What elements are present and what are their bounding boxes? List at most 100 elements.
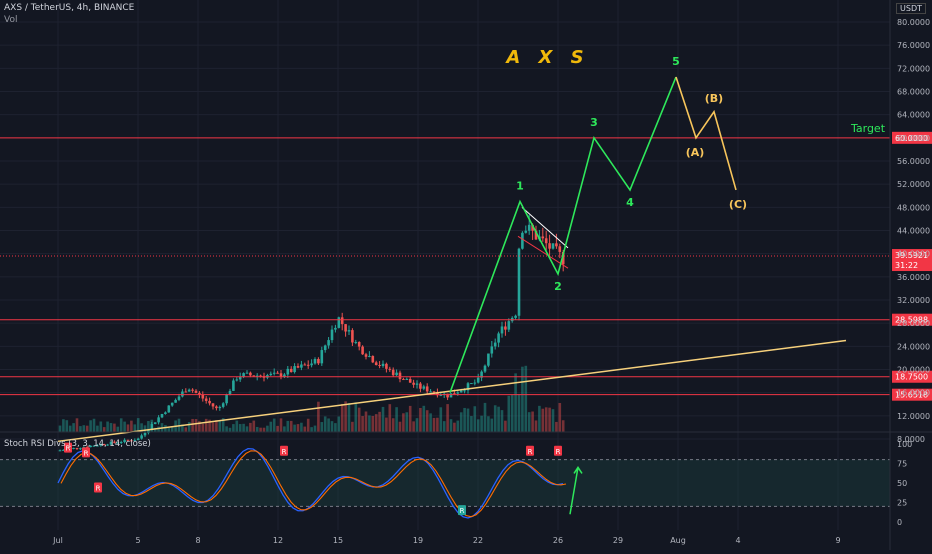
stoch-tick-label: 50 bbox=[897, 479, 907, 488]
volume-bar bbox=[405, 412, 409, 432]
volume-bar bbox=[296, 424, 300, 432]
wave-label: 1 bbox=[516, 180, 524, 193]
price-tick-label: 24.0000 bbox=[897, 342, 930, 351]
volume-bar bbox=[215, 420, 218, 432]
candle-body bbox=[453, 393, 456, 395]
date-tick-label: 29 bbox=[613, 536, 623, 545]
candle-body bbox=[167, 405, 171, 413]
volume-bar bbox=[500, 410, 504, 432]
currency-badge[interactable]: USDT bbox=[896, 3, 926, 14]
candle-body bbox=[126, 439, 130, 441]
volume-bar bbox=[221, 418, 225, 432]
price-tick-label: 40.0000 bbox=[897, 250, 930, 259]
candle-body bbox=[153, 422, 157, 425]
candle-body bbox=[493, 342, 497, 347]
wave-label: (B) bbox=[705, 92, 723, 105]
volume-bar bbox=[521, 366, 524, 432]
volume-bar bbox=[354, 402, 358, 432]
volume-bar bbox=[493, 405, 497, 432]
volume-bar bbox=[300, 422, 303, 432]
divergence-marker: R bbox=[458, 505, 466, 515]
volume-bar bbox=[330, 421, 334, 432]
candle-body bbox=[504, 326, 507, 330]
candle-body bbox=[514, 315, 517, 318]
candle-body bbox=[79, 448, 82, 450]
volume-bar bbox=[456, 420, 460, 432]
impulse-wave bbox=[449, 76, 677, 393]
candle-body bbox=[446, 393, 449, 398]
divergence-marker: R bbox=[82, 447, 90, 458]
wave-label: (C) bbox=[729, 198, 747, 211]
volume-bar bbox=[374, 414, 378, 432]
candle-body bbox=[330, 329, 334, 341]
volume-bar bbox=[344, 401, 347, 432]
countdown-label: 31:22 bbox=[895, 261, 918, 270]
marker-label: R bbox=[66, 445, 71, 453]
candle-body bbox=[313, 359, 317, 364]
candle-body bbox=[419, 383, 422, 389]
candle-body bbox=[208, 400, 211, 404]
volume-bar bbox=[279, 418, 283, 432]
candle-body bbox=[368, 356, 371, 358]
volume-bar bbox=[198, 421, 201, 432]
volume-bar bbox=[453, 422, 456, 432]
volume-bar bbox=[402, 413, 405, 432]
candle-body bbox=[310, 363, 313, 366]
candle-body bbox=[242, 373, 245, 377]
volume-bar bbox=[442, 421, 446, 432]
stoch-band bbox=[0, 459, 890, 507]
price-line-tag bbox=[892, 313, 932, 326]
candle-body bbox=[296, 366, 300, 368]
wave-label: (A) bbox=[686, 146, 705, 159]
stoch-tick-label: 0 bbox=[897, 518, 902, 527]
marker-label: R bbox=[556, 448, 561, 456]
volume-bar bbox=[113, 423, 116, 432]
volume-bar bbox=[306, 418, 310, 432]
candle-body bbox=[548, 243, 551, 249]
volume-bar bbox=[211, 422, 215, 432]
price-tick-label: 44.0000 bbox=[897, 227, 930, 236]
candle-body bbox=[232, 380, 235, 391]
candle-body bbox=[381, 363, 385, 366]
volume-bar bbox=[126, 424, 130, 432]
volume-bar bbox=[130, 420, 133, 432]
candle-body bbox=[140, 435, 143, 439]
volume-bar bbox=[463, 407, 466, 432]
candle-body bbox=[317, 359, 320, 364]
volume-bar bbox=[334, 423, 337, 432]
candle-body bbox=[143, 432, 147, 436]
indicator-title: Stoch RSI Divs (3, 3, 14, 14, close) bbox=[4, 439, 151, 449]
date-tick-label: 9 bbox=[835, 536, 840, 545]
marker-box bbox=[526, 445, 534, 456]
candle-body bbox=[429, 391, 432, 393]
volume-bar bbox=[238, 424, 242, 432]
candle-body bbox=[439, 394, 443, 396]
candle-body bbox=[527, 224, 531, 231]
price-tick-label: 48.0000 bbox=[897, 203, 930, 212]
volume-bar bbox=[538, 405, 541, 432]
divergence-marker: R bbox=[526, 445, 534, 456]
candle-body bbox=[521, 232, 524, 249]
candle-body bbox=[75, 447, 79, 449]
candle-body bbox=[130, 440, 133, 442]
price-tick-label: 52.0000 bbox=[897, 180, 930, 189]
volume-bar bbox=[483, 402, 487, 432]
price-line-label: 60.0000 bbox=[895, 134, 928, 143]
candle-body bbox=[252, 375, 256, 377]
candle-body bbox=[201, 394, 205, 399]
symbol-title: AXS / TetherUS, 4h, BINANCE bbox=[4, 3, 135, 13]
volume-bar bbox=[436, 417, 439, 432]
candle-body bbox=[228, 390, 232, 395]
volume-bar bbox=[385, 417, 388, 432]
volume-bar bbox=[157, 426, 160, 432]
candle-body bbox=[558, 246, 562, 252]
volume-bar bbox=[507, 395, 511, 432]
candle-body bbox=[89, 445, 92, 448]
volume-bar bbox=[283, 426, 286, 432]
marker-label: R bbox=[528, 448, 533, 456]
volume-bar bbox=[388, 404, 392, 432]
volume-bar bbox=[201, 423, 205, 432]
date-tick-label: 12 bbox=[273, 536, 283, 545]
